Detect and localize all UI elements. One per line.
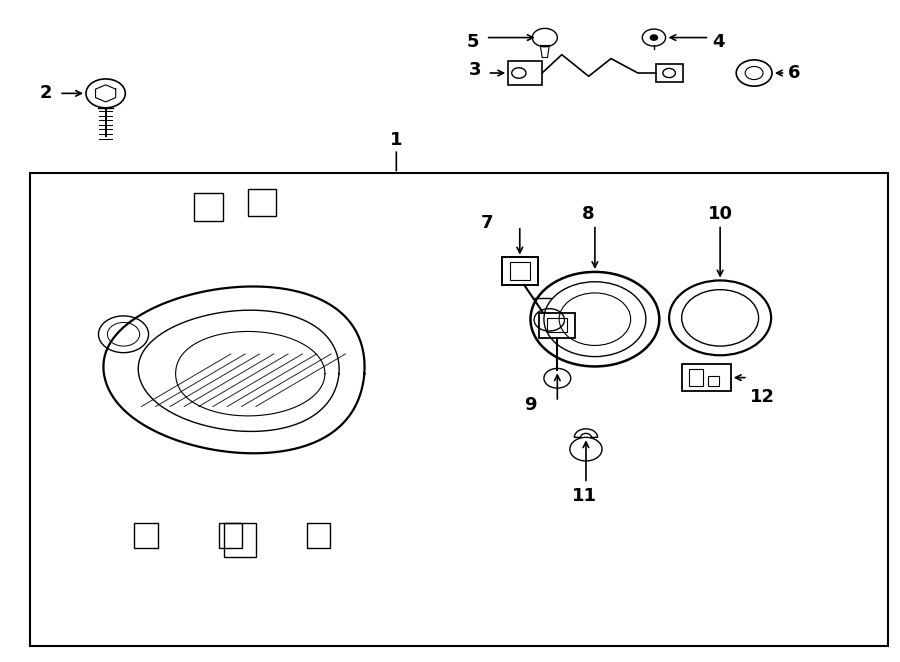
Text: 12: 12	[750, 388, 775, 406]
Text: 5: 5	[467, 33, 480, 51]
Bar	[194, 193, 223, 220]
Text: 10: 10	[707, 205, 733, 222]
Text: 4: 4	[712, 33, 724, 51]
Bar	[547, 318, 567, 332]
Bar	[307, 523, 330, 547]
Bar	[681, 364, 731, 391]
Text: 1: 1	[390, 131, 402, 149]
Bar	[248, 189, 276, 216]
Bar	[688, 369, 703, 386]
Text: 2: 2	[40, 84, 52, 103]
Bar	[708, 375, 719, 386]
Bar	[656, 64, 682, 81]
Bar	[502, 258, 537, 285]
Text: 6: 6	[788, 64, 801, 82]
Text: 7: 7	[481, 214, 493, 232]
Text: 11: 11	[572, 487, 597, 504]
Text: 9: 9	[525, 395, 536, 414]
Bar	[30, 173, 888, 646]
Bar	[224, 524, 256, 557]
Wedge shape	[574, 429, 598, 438]
Text: 3: 3	[469, 62, 482, 79]
Circle shape	[651, 35, 658, 40]
Text: 8: 8	[582, 205, 595, 222]
Bar	[220, 523, 242, 547]
Bar	[508, 61, 542, 85]
Bar	[134, 523, 158, 547]
Bar	[539, 312, 575, 338]
Bar	[510, 262, 529, 281]
